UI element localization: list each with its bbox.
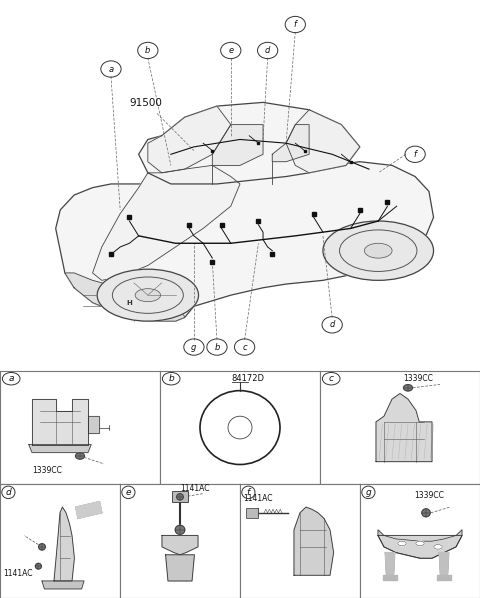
Circle shape bbox=[36, 563, 41, 569]
Ellipse shape bbox=[416, 541, 424, 546]
Polygon shape bbox=[439, 553, 449, 575]
Polygon shape bbox=[437, 575, 451, 580]
FancyBboxPatch shape bbox=[246, 508, 258, 517]
Text: g: g bbox=[191, 343, 197, 352]
Text: d: d bbox=[265, 46, 270, 55]
Text: f: f bbox=[247, 488, 250, 497]
Text: d: d bbox=[329, 321, 335, 329]
Ellipse shape bbox=[97, 269, 199, 321]
Text: 91500: 91500 bbox=[130, 98, 162, 108]
Text: d: d bbox=[6, 488, 11, 497]
Text: 1141AC: 1141AC bbox=[3, 569, 33, 578]
Text: b: b bbox=[168, 374, 174, 383]
Circle shape bbox=[38, 544, 45, 550]
Circle shape bbox=[422, 509, 430, 517]
Polygon shape bbox=[56, 161, 433, 321]
Text: H: H bbox=[127, 300, 132, 306]
Ellipse shape bbox=[434, 545, 442, 549]
Text: 84172D: 84172D bbox=[231, 374, 264, 383]
Polygon shape bbox=[376, 393, 432, 462]
Polygon shape bbox=[88, 416, 99, 433]
Text: e: e bbox=[228, 46, 233, 55]
Polygon shape bbox=[42, 581, 84, 589]
Text: 1141AC: 1141AC bbox=[180, 484, 209, 493]
Text: f: f bbox=[414, 150, 417, 159]
Text: 1141AC: 1141AC bbox=[243, 493, 273, 502]
Polygon shape bbox=[385, 553, 395, 575]
Ellipse shape bbox=[398, 541, 406, 546]
Circle shape bbox=[75, 453, 84, 459]
Circle shape bbox=[404, 385, 412, 391]
Text: a: a bbox=[108, 65, 114, 74]
Text: 1339CC: 1339CC bbox=[414, 491, 444, 501]
Polygon shape bbox=[29, 445, 91, 453]
Polygon shape bbox=[75, 501, 102, 518]
Polygon shape bbox=[378, 536, 462, 559]
Polygon shape bbox=[378, 530, 462, 559]
Text: e: e bbox=[126, 488, 131, 497]
Polygon shape bbox=[383, 575, 397, 580]
Polygon shape bbox=[54, 507, 74, 581]
Polygon shape bbox=[272, 124, 309, 161]
Polygon shape bbox=[65, 273, 185, 321]
Ellipse shape bbox=[364, 243, 392, 258]
Circle shape bbox=[175, 525, 185, 535]
Text: b: b bbox=[214, 343, 220, 352]
Text: 1339CC: 1339CC bbox=[32, 466, 62, 475]
Ellipse shape bbox=[323, 221, 433, 280]
Text: c: c bbox=[242, 343, 247, 352]
Ellipse shape bbox=[135, 289, 160, 301]
Text: g: g bbox=[366, 488, 371, 497]
Polygon shape bbox=[166, 555, 194, 581]
Text: f: f bbox=[294, 20, 297, 29]
FancyBboxPatch shape bbox=[172, 490, 188, 502]
Polygon shape bbox=[32, 399, 88, 445]
Text: c: c bbox=[329, 374, 334, 383]
Text: b: b bbox=[145, 46, 151, 55]
Circle shape bbox=[177, 494, 183, 500]
Polygon shape bbox=[148, 106, 231, 173]
Polygon shape bbox=[93, 166, 240, 280]
Text: 1339CC: 1339CC bbox=[403, 374, 433, 383]
Polygon shape bbox=[139, 102, 360, 184]
Polygon shape bbox=[212, 124, 263, 166]
Polygon shape bbox=[162, 536, 198, 555]
Polygon shape bbox=[286, 110, 360, 173]
Text: a: a bbox=[9, 374, 14, 383]
Polygon shape bbox=[294, 507, 334, 575]
